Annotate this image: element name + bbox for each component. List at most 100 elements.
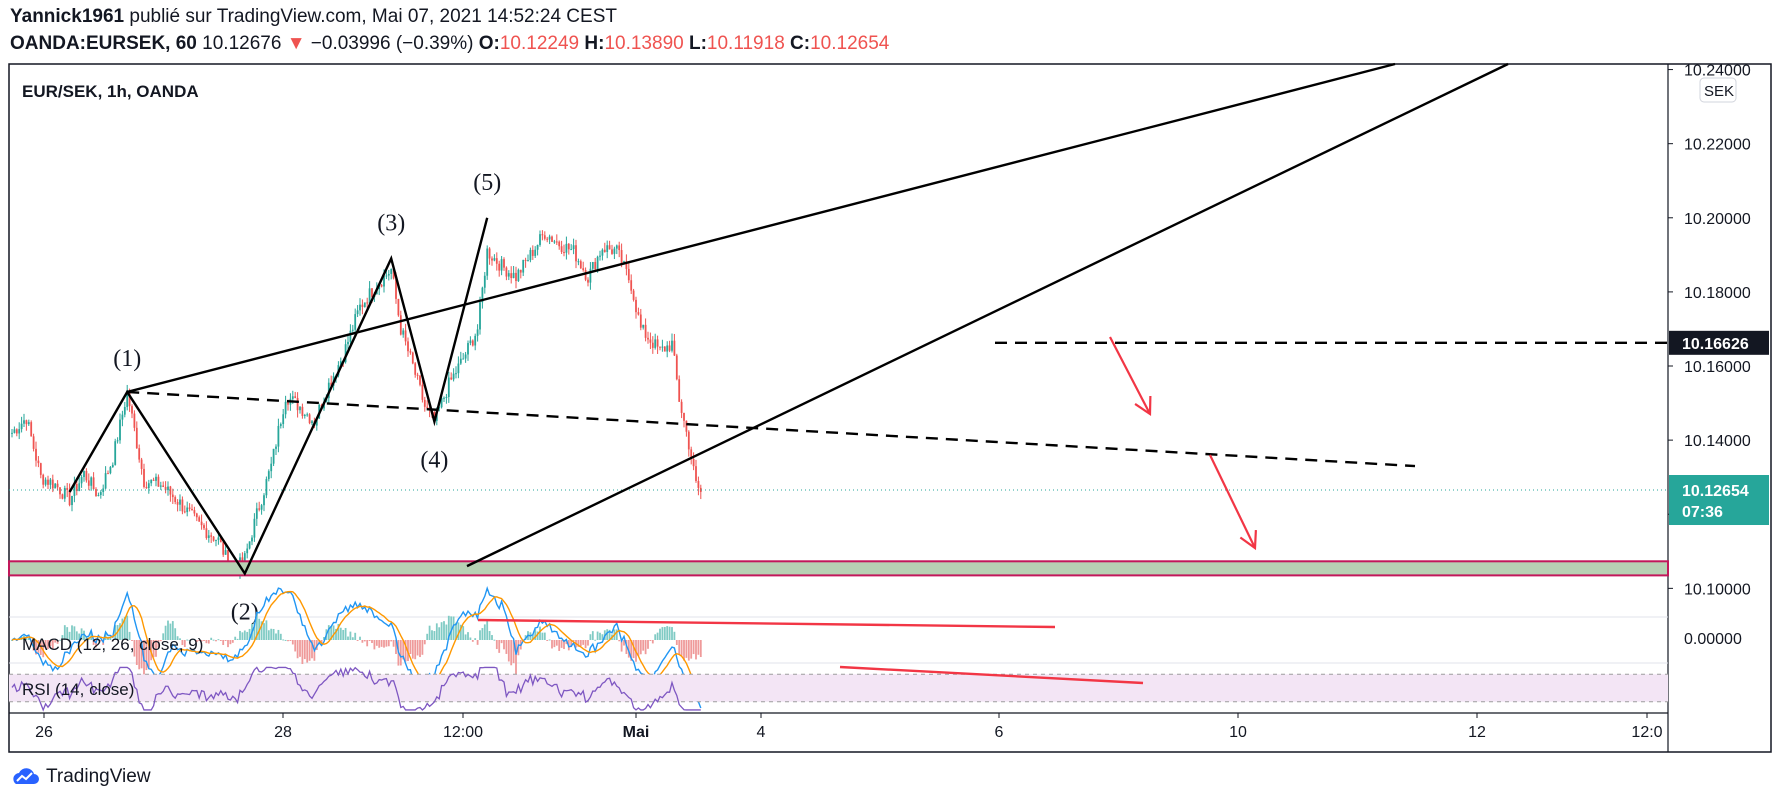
macd-bar	[541, 632, 544, 640]
candle-body	[462, 358, 465, 360]
macd-bar	[99, 640, 102, 642]
x-tick-label: 12	[1468, 724, 1486, 741]
candle-body	[459, 358, 462, 364]
macd-bar	[443, 621, 445, 640]
candle-body	[476, 329, 479, 336]
candle-body	[315, 418, 318, 426]
candle-body	[647, 337, 649, 340]
candle-body	[181, 499, 184, 512]
candle-body	[575, 245, 577, 262]
price-change: −0.03996 (−0.39%)	[310, 33, 474, 54]
candle-body	[493, 258, 496, 261]
candle-body	[308, 414, 311, 424]
candle-body	[584, 270, 587, 280]
macd-bar	[515, 640, 517, 675]
macd-bar	[59, 639, 61, 641]
rsi-line	[11, 666, 701, 712]
candle-body	[383, 275, 385, 287]
candle-body	[162, 485, 165, 487]
macd-bar	[111, 640, 114, 641]
candle-body	[683, 412, 685, 421]
macd-bar	[363, 640, 366, 642]
candle-body	[392, 269, 395, 279]
macd-bar	[488, 631, 491, 640]
macd-bar	[73, 626, 76, 640]
candle-body	[625, 261, 628, 269]
candle-body	[666, 345, 669, 352]
last-price-tag-label: 10.12654	[1682, 483, 1749, 500]
candle-body	[579, 261, 582, 269]
candle-body	[133, 413, 136, 428]
close-value: 10.12654	[810, 33, 890, 54]
candle-body	[440, 398, 443, 408]
candle-body	[512, 272, 515, 279]
macd-bar	[690, 640, 693, 659]
macd-bar	[234, 636, 237, 640]
macd-bar	[152, 640, 155, 658]
candle-body	[97, 495, 100, 497]
macd-bar	[51, 640, 54, 650]
candle-body	[567, 243, 570, 250]
x-tick-label: 10	[1229, 724, 1247, 741]
macd-bar	[203, 640, 205, 641]
candle-body	[395, 278, 397, 299]
macd-bar	[284, 639, 287, 641]
macd-bar	[85, 636, 88, 640]
elliott-wave-path	[68, 217, 489, 577]
candle-body	[51, 479, 54, 489]
macd-bar	[167, 620, 169, 640]
candle-body	[85, 470, 88, 481]
candle-body	[111, 464, 114, 468]
candle-body	[419, 375, 421, 385]
macd-bar	[435, 623, 438, 640]
macd-bar	[133, 640, 136, 657]
macd-bar	[438, 627, 441, 640]
macd-bar	[591, 631, 594, 640]
macd-bar	[668, 626, 671, 640]
macd-bar	[339, 627, 342, 640]
candle-body	[224, 550, 227, 555]
candle-body	[193, 510, 196, 514]
macd-bar	[229, 640, 232, 645]
y-tick-label: 10.24000	[1684, 63, 1751, 80]
candle-body	[157, 476, 160, 487]
candle-body	[510, 273, 513, 279]
candle-body	[500, 259, 503, 271]
candle-body	[654, 339, 657, 348]
candle-body	[95, 489, 97, 496]
macd-bar	[467, 632, 469, 640]
macd-bar	[450, 616, 453, 640]
candle-body	[632, 290, 635, 300]
macd-bar	[596, 631, 599, 640]
macd-bar	[195, 640, 198, 643]
macd-bar	[224, 640, 227, 641]
candle-body	[591, 261, 594, 269]
macd-bar	[179, 638, 181, 640]
candle-body	[255, 508, 258, 519]
author-name[interactable]: Yannick1961	[10, 6, 125, 27]
candle-body	[608, 245, 611, 250]
macd-bar	[138, 640, 141, 670]
macd-bar	[239, 630, 241, 640]
candle-body	[399, 315, 402, 335]
macd-bar	[663, 626, 666, 640]
macd-bar	[191, 639, 193, 641]
tradingview-logo[interactable]: TradingView	[10, 766, 151, 788]
candle-body	[87, 480, 90, 486]
macd-bar	[66, 627, 69, 640]
macd-bar	[661, 627, 664, 640]
macd-title: MACD (12, 26, close, 9)	[22, 635, 203, 654]
lower-trendline	[466, 62, 1509, 568]
candle-body	[186, 507, 189, 513]
down-arrow-2	[1209, 454, 1256, 549]
macd-bar	[371, 640, 373, 644]
macd-bar	[327, 625, 330, 640]
macd-bar	[217, 639, 220, 641]
macd-bar	[462, 626, 465, 640]
candle-body	[354, 314, 357, 330]
macd-bar	[695, 640, 697, 660]
macd-bar	[656, 632, 659, 640]
candle-body	[99, 492, 102, 496]
macd-bar	[265, 620, 268, 640]
